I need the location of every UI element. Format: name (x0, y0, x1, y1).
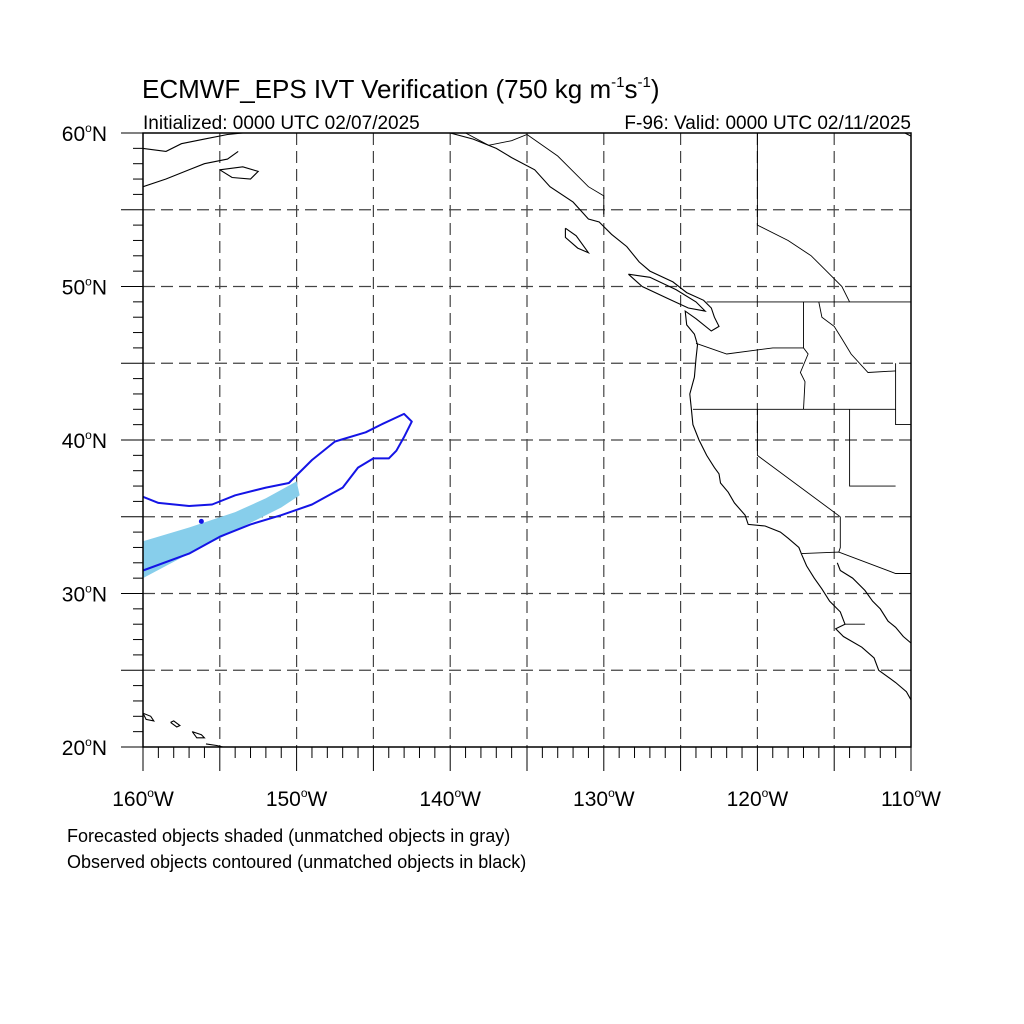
forecast-object-shade (143, 481, 300, 579)
lat-label: 20oN (62, 735, 107, 760)
coastline (143, 133, 243, 152)
state-boundary (465, 133, 605, 215)
lat-label: 60oN (62, 121, 107, 146)
state-boundary (849, 409, 896, 487)
coastline (836, 562, 911, 644)
state-boundary (838, 516, 841, 553)
coastline (170, 720, 181, 728)
observed-object-contour (143, 412, 413, 572)
lon-label: 110oW (881, 786, 941, 811)
state-boundary (695, 342, 804, 355)
state-boundary (756, 133, 851, 303)
state-boundary (756, 409, 841, 518)
state-boundary (799, 301, 809, 410)
coastline (191, 731, 206, 739)
forecast-objects (143, 481, 300, 579)
coastline (143, 150, 239, 188)
state-boundary (895, 363, 911, 426)
lat-label: 50oN (62, 275, 107, 300)
valid-time: F-96: Valid: 0000 UTC 02/11/2025 (624, 113, 911, 134)
state-boundary (818, 301, 896, 373)
coastline (143, 712, 155, 722)
state-boundary (801, 551, 911, 574)
lon-label: 160oW (112, 786, 174, 811)
footer-forecast-note: Forecasted objects shaded (unmatched obj… (67, 826, 510, 846)
plot-area (143, 133, 911, 747)
political-boundaries (465, 133, 911, 625)
coastline (564, 227, 591, 254)
lon-label: 120oW (727, 786, 789, 811)
coastline (450, 133, 911, 701)
lon-label: 150oW (266, 786, 328, 811)
lat-label: 30oN (62, 582, 107, 607)
coastline (219, 166, 260, 180)
axis-ticks (121, 132, 912, 771)
lat-lon-grid (143, 133, 911, 747)
axis-labels: 160oW 150oW 140oW 130oW 120oW 110oW 60oN 50oN 40… (62, 121, 941, 811)
initialized-time: Initialized: 0000 UTC 02/07/2025 (143, 113, 420, 134)
map-title: ECMWF_EPS IVT Verification (750 kg m-1s-… (142, 74, 659, 104)
observed-object-dot (198, 518, 204, 524)
observed-objects (143, 412, 413, 572)
lon-label: 130oW (573, 786, 635, 811)
coastlines (143, 133, 911, 747)
footer-observed-note: Observed objects contoured (unmatched ob… (67, 852, 526, 872)
lat-label: 40oN (62, 428, 107, 453)
lon-label: 140oW (419, 786, 481, 811)
coastline (628, 273, 707, 312)
